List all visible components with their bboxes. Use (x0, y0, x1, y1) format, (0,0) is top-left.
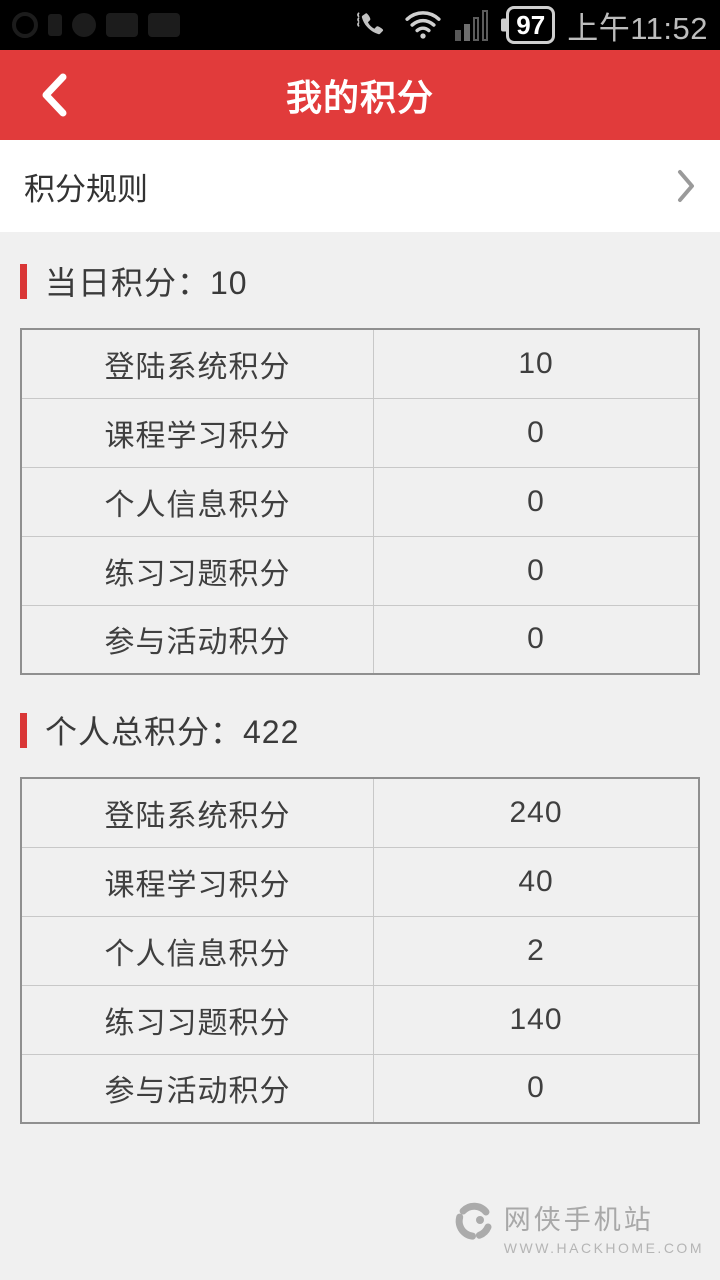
row-value: 0 (373, 466, 700, 537)
vibrate-phone-icon (355, 7, 391, 43)
table-row: 个人信息积分 2 (20, 915, 700, 986)
table-row: 课程学习积分 40 (20, 846, 700, 917)
row-value: 40 (373, 846, 700, 917)
daily-points-table: 登陆系统积分 10 课程学习积分 0 个人信息积分 0 练习习题积分 0 参与活… (20, 328, 700, 675)
row-value: 10 (373, 328, 700, 399)
watermark-site-url: WWW.HACKHOME.COM (503, 1240, 704, 1256)
back-chevron-icon (39, 73, 69, 117)
content: 当日积分：10 登陆系统积分 10 课程学习积分 0 个人信息积分 0 练习习题… (0, 232, 720, 1280)
signal-strength-icon (455, 9, 489, 41)
row-value: 2 (373, 915, 700, 986)
row-label: 练习习题积分 (20, 535, 375, 606)
wifi-icon (403, 8, 443, 42)
notification-icon (106, 13, 138, 37)
row-value: 240 (373, 777, 700, 848)
section-bar-icon (20, 712, 27, 748)
row-label: 课程学习积分 (20, 846, 375, 917)
section-title-text: 个人总积分：422 (45, 714, 300, 750)
notification-icon (148, 13, 180, 37)
table-row: 登陆系统积分 240 (20, 777, 700, 848)
section-title-text: 当日积分：10 (45, 265, 248, 301)
row-label: 参与活动积分 (20, 1053, 375, 1124)
page-title: 我的积分 (285, 77, 434, 118)
chevron-right-icon (676, 169, 696, 203)
daily-points-section-title: 当日积分：10 (20, 232, 700, 304)
table-row: 练习习题积分 140 (20, 984, 700, 1055)
row-label: 参与活动积分 (20, 604, 375, 675)
total-points-section-title: 个人总积分：422 (20, 675, 700, 753)
section-bar-icon (20, 263, 27, 299)
row-label: 个人信息积分 (20, 466, 375, 537)
notification-icon (72, 13, 96, 37)
notification-icon (12, 12, 38, 38)
table-row: 登陆系统积分 10 (20, 328, 700, 399)
row-value: 0 (373, 397, 700, 468)
table-row: 课程学习积分 0 (20, 397, 700, 468)
watermark-logo-icon (452, 1200, 496, 1244)
row-label: 课程学习积分 (20, 397, 375, 468)
table-row: 个人信息积分 0 (20, 466, 700, 537)
watermark-text: 网侠手机站 WWW.HACKHOME.COM (504, 1198, 704, 1256)
table-row: 参与活动积分 0 (20, 1053, 700, 1124)
back-button[interactable] (14, 50, 94, 140)
row-value: 0 (373, 604, 700, 675)
points-rules-label: 积分规则 (24, 171, 148, 207)
row-label: 练习习题积分 (20, 984, 375, 1055)
row-label: 个人信息积分 (20, 915, 375, 986)
points-rules-row[interactable]: 积分规则 (0, 140, 720, 232)
battery-percent: 97 (516, 10, 546, 40)
watermark: 网侠手机站 WWW.HACKHOME.COM (452, 1198, 704, 1256)
row-value: 0 (373, 535, 700, 606)
row-label: 登陆系统积分 (20, 777, 375, 848)
notification-icon (48, 14, 62, 36)
table-row: 练习习题积分 0 (20, 535, 700, 606)
table-row: 参与活动积分 0 (20, 604, 700, 675)
status-bar: 97 上午11:52 (0, 0, 720, 50)
row-label: 登陆系统积分 (20, 328, 375, 399)
clock: 上午11:52 (567, 10, 708, 46)
app-header: 我的积分 (0, 50, 720, 140)
status-indicators: 97 上午11:52 (355, 3, 708, 48)
battery-icon: 97 (506, 6, 556, 44)
notification-icons (12, 12, 180, 38)
watermark-site-name: 网侠手机站 (503, 1205, 654, 1235)
row-value: 0 (373, 1053, 700, 1124)
total-points-table: 登陆系统积分 240 课程学习积分 40 个人信息积分 2 练习习题积分 140… (20, 777, 700, 1124)
row-value: 140 (373, 984, 700, 1055)
